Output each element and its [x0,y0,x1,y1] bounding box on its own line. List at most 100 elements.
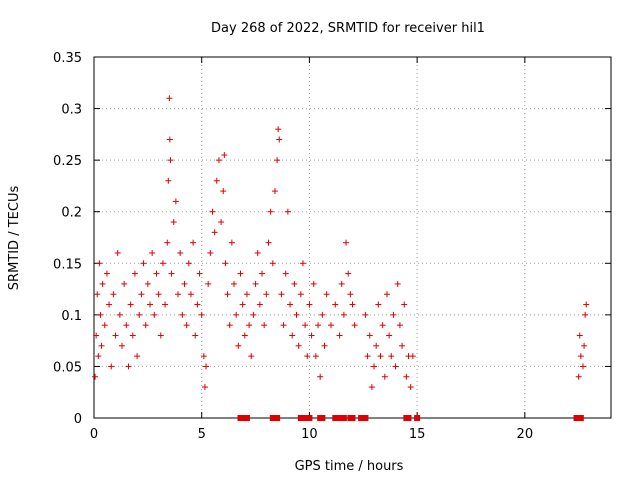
data-point [147,301,154,308]
grid-lines [94,57,611,418]
data-point [582,311,589,318]
data-point [259,270,266,277]
data-point [218,219,225,226]
data-point [312,353,319,360]
zero-marker [319,415,326,421]
data-point [106,301,113,308]
data-point [231,280,238,287]
data-point [371,363,378,370]
data-point [96,260,103,267]
data-point [261,322,268,329]
data-point [119,342,126,349]
data-point [407,384,414,391]
data-point [299,260,306,267]
data-point [343,239,350,246]
data-point [211,229,218,236]
data-point [293,311,300,318]
data-point [142,322,149,329]
data-points [92,95,590,391]
x-tick-label: 0 [90,427,98,442]
y-tick-label: 0 [74,412,82,427]
data-point [103,270,110,277]
data-point [235,342,242,349]
data-point [226,322,233,329]
data-point [375,301,382,308]
y-tick-label: 0.3 [61,103,82,118]
data-point [394,280,401,287]
data-point [256,301,263,308]
data-point [95,353,102,360]
data-point [409,353,416,360]
data-point [381,373,388,380]
y-axis-label: SRMTID / TECUs [7,186,22,291]
data-point [349,301,356,308]
data-point [93,332,100,339]
data-point [248,353,255,360]
data-point [127,301,134,308]
data-point [233,311,240,318]
data-point [291,280,298,287]
y-tick-label: 0.25 [53,154,82,169]
data-point [275,126,282,133]
data-point [576,332,583,339]
data-point [228,239,235,246]
data-point [194,301,201,308]
data-point [327,322,334,329]
data-point [373,342,380,349]
y-tick-label: 0.1 [61,309,82,324]
y-tick-label: 0.15 [53,257,82,272]
zero-marker [362,415,369,421]
data-point [121,280,128,287]
data-point [157,332,164,339]
data-point [364,353,371,360]
data-point [172,198,179,205]
data-point [575,373,582,380]
data-point [138,291,145,298]
tick-labels: 0 5 10 15 20 0 0.05 0.1 0.15 0.2 0.25 0.3 0.35 [53,51,533,442]
data-point [280,322,287,329]
zero-marker [349,415,356,421]
data-point [196,270,203,277]
data-point [282,270,289,277]
data-point [167,157,174,164]
data-point [246,322,253,329]
data-point [131,270,138,277]
data-point [366,332,373,339]
data-point [271,188,278,195]
data-point [265,239,272,246]
data-point [315,322,322,329]
data-point [221,151,228,158]
data-point [583,301,590,308]
data-point [175,291,182,298]
data-point [149,249,156,256]
data-point [399,342,406,349]
data-point [224,291,231,298]
data-point [162,301,169,308]
data-point [185,260,192,267]
data-point [183,322,190,329]
data-point [179,311,186,318]
data-point [263,291,270,298]
data-point [203,363,210,370]
data-point [241,332,248,339]
data-point [254,249,261,256]
data-point [274,157,281,164]
data-point [250,311,257,318]
zero-marker [577,415,584,421]
zero-marker [405,415,412,421]
data-point [165,177,172,184]
data-point [308,332,315,339]
zero-markers [237,415,584,421]
data-point [577,353,584,360]
data-point [166,136,173,143]
data-point [323,291,330,298]
data-point [181,280,188,287]
data-point [379,322,386,329]
data-point [144,280,151,287]
data-point [295,342,302,349]
data-point [151,311,158,318]
data-point [136,311,143,318]
data-point [108,363,115,370]
y-tick-label: 0.2 [61,206,82,221]
data-point [579,363,586,370]
